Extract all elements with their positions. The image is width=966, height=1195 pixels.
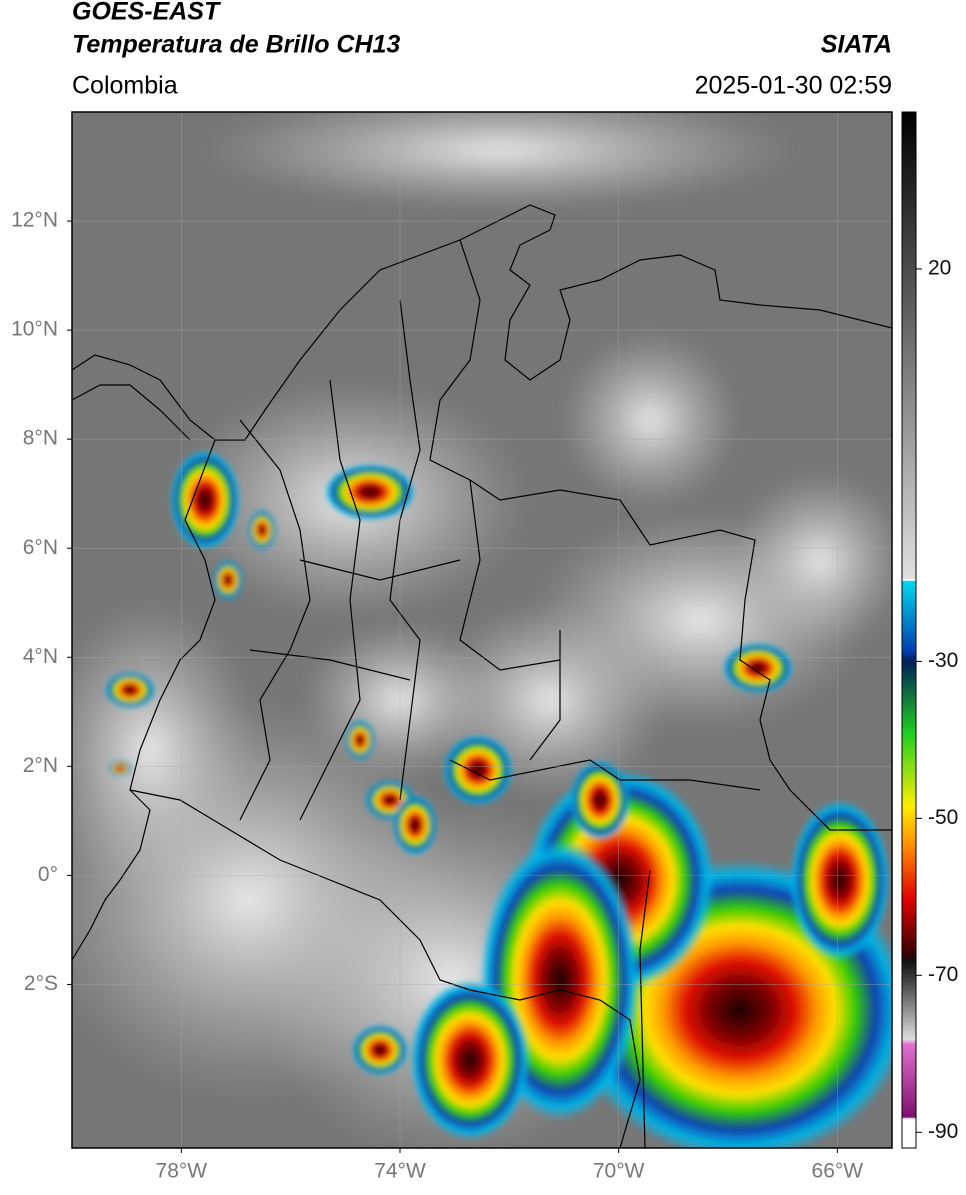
source-label: SIATA [821,31,892,59]
x-tick-label: 74°W [374,1160,426,1183]
colorbar-tick-label: -30 [928,649,958,672]
cloud [730,470,892,650]
storm-cells [105,450,892,1148]
storm-cell [443,735,513,805]
colorbar-tick-label: -70 [928,963,958,986]
storm-cell [352,1025,408,1075]
storm-cell [410,980,530,1140]
map-axes: 78°W 74°W 70°W 66°W 12°N 10°N 8°N 6°N 4°N 2°N 0° 2°… [11,209,863,1183]
x-tick-label: 66°W [812,1160,864,1183]
x-tick-label: 78°W [156,1160,208,1183]
colombia-border [429,239,892,831]
y-tick-label: 12°N [11,209,58,232]
storm-cell [393,795,437,855]
storm-cell [213,560,243,600]
storm-cell [108,760,132,776]
storm-cell [790,800,890,960]
cloud [560,330,740,510]
y-tick-label: 4°N [23,645,58,668]
y-tick-label: 10°N [11,318,58,341]
x-tick-label: 70°W [593,1160,645,1183]
departments [239,299,561,821]
colorbar [901,111,917,1149]
coastline [72,204,892,441]
cloud [72,600,260,900]
borders [72,204,892,1148]
panama [72,384,191,441]
datetime-label: 2025-01-30 02:59 [695,72,892,100]
storm-cell [345,720,375,760]
south-border [129,789,641,1148]
y-tick-label: 2°S [24,972,58,995]
cloud [200,112,800,210]
storm-cell [248,510,276,550]
colorbar-tick-label: 20 [928,257,951,280]
satellite-title: GOES-EAST [72,0,222,26]
y-tick-label: 0° [38,863,58,886]
storm-cell [723,643,793,693]
region-label: Colombia [72,72,178,100]
map-frame [71,111,893,1149]
colorbar-tick-label: -90 [928,1120,958,1143]
product-title: Temperatura de Brillo CH13 [72,31,400,59]
colorbar-tick-label: -50 [928,806,958,829]
storm-cell [325,464,415,520]
y-tick-label: 8°N [23,427,58,450]
colorbar-ticks: 20 -30 -50 -70 -90 [916,257,958,1143]
storm-cell [570,760,630,840]
pacific-coast [72,439,216,961]
y-tick-label: 6°N [23,536,58,559]
storm-cell [105,672,155,708]
graticule [72,112,892,1148]
y-tick-label: 2°N [23,754,58,777]
map-imagery [72,112,892,1148]
